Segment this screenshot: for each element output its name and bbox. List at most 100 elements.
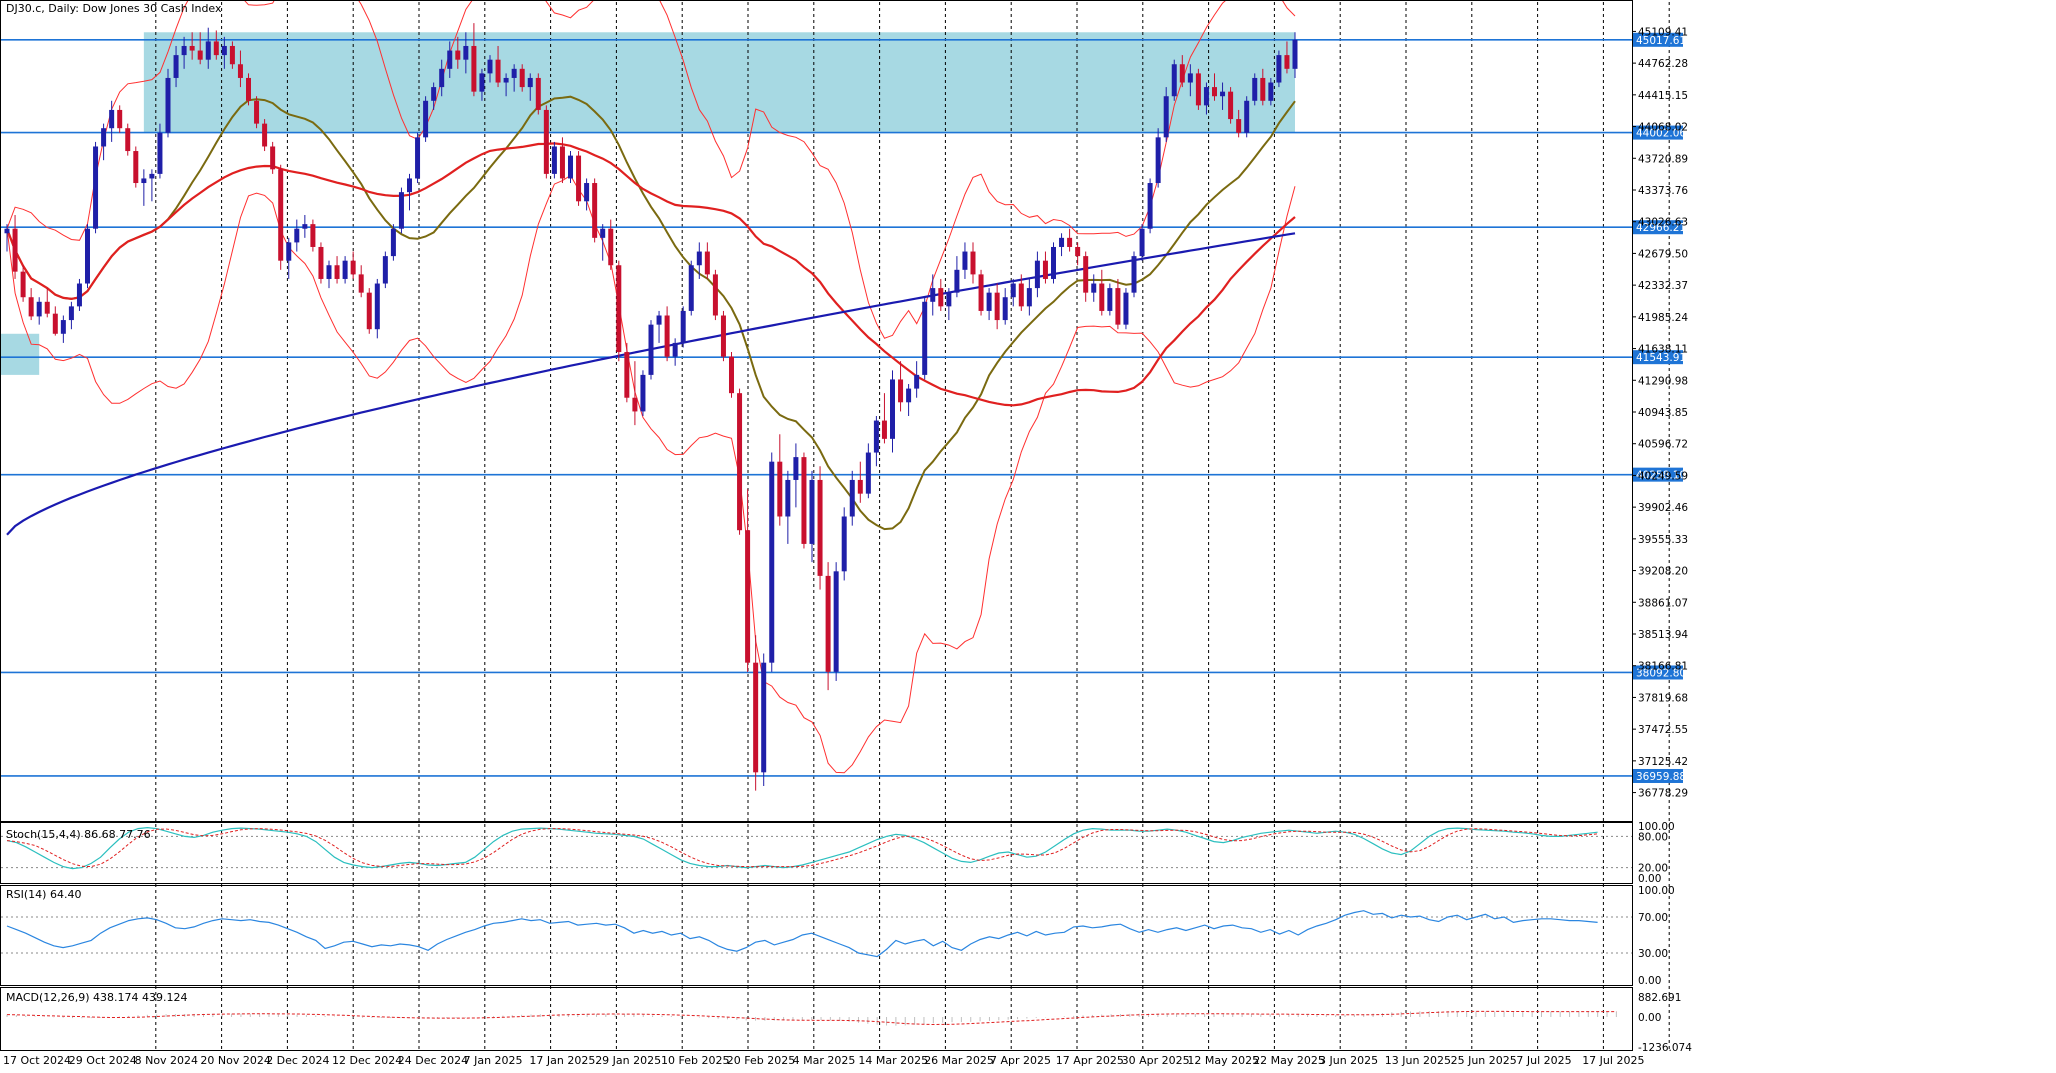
candle-body — [28, 297, 34, 317]
candle-body — [101, 128, 107, 147]
candle-body — [455, 50, 461, 60]
candle-body — [914, 374, 920, 389]
candle-body — [334, 265, 340, 279]
level-tag-label: 40258.10 — [1636, 470, 1686, 482]
candle-body — [189, 45, 195, 51]
rsi-tick-label: 30.00 — [1638, 948, 1668, 960]
macd-tick-label: 882.691 — [1638, 992, 1681, 1004]
date-label: 22 May 2025 — [1253, 1054, 1325, 1067]
candle-body — [125, 128, 131, 152]
price-tick-label: 43720.89 — [1638, 153, 1688, 165]
candle-body — [1131, 256, 1137, 293]
sma-fast-line — [6, 95, 1296, 531]
price-tick-label: 38513.94 — [1638, 629, 1688, 641]
candle-body — [20, 271, 26, 298]
date-label: 13 Jun 2025 — [1385, 1054, 1451, 1067]
candle-body — [624, 352, 630, 398]
candle-body — [1123, 292, 1129, 325]
price-tick-label: 36778.29 — [1638, 788, 1688, 800]
candle-body — [1187, 73, 1193, 83]
rsi-tick-label: 100.00 — [1638, 885, 1675, 897]
candle-body — [632, 397, 638, 412]
candle-body — [1075, 246, 1081, 257]
candle-body — [85, 228, 90, 284]
date-label: 12 May 2025 — [1187, 1054, 1259, 1067]
candle-body — [471, 45, 477, 92]
candle-body — [294, 228, 300, 243]
candle-body — [350, 260, 356, 275]
candle-body — [801, 457, 807, 544]
candle-body — [36, 301, 42, 317]
candle-body — [117, 109, 123, 129]
date-label: 3 Jun 2025 — [1319, 1054, 1378, 1067]
candle-body — [366, 292, 372, 330]
pane-frame — [0, 987, 1633, 1051]
candle-body — [753, 662, 759, 773]
price-tick-label: 39902.46 — [1638, 502, 1688, 514]
candle-body — [68, 306, 74, 321]
candle-body — [785, 479, 791, 517]
price-tick-label: 43026.63 — [1638, 217, 1688, 229]
candle-body — [1099, 283, 1105, 311]
candle-body — [4, 228, 10, 234]
candle-body — [221, 45, 227, 56]
date-label: 10 Feb 2025 — [661, 1054, 729, 1067]
candle-body — [704, 251, 710, 275]
date-label: 17 Jan 2025 — [529, 1054, 595, 1067]
candle-body — [390, 228, 396, 257]
candle-body — [640, 374, 646, 412]
date-label: 17 Oct 2024 — [3, 1054, 71, 1067]
candle-body — [1091, 283, 1097, 293]
candle-body — [382, 256, 388, 284]
resistance-zone — [143, 32, 1296, 133]
pane-frame — [0, 0, 1633, 822]
stoch-tick-label: 20.00 — [1638, 863, 1668, 875]
candle-body — [946, 292, 952, 307]
price-tick-label: 40943.85 — [1638, 407, 1688, 419]
candle-body — [712, 274, 718, 316]
candle-body — [656, 315, 662, 325]
date-label: 29 Jan 2025 — [595, 1054, 661, 1067]
level-tag — [1633, 220, 1683, 235]
candle-body — [165, 77, 171, 133]
macd-label: MACD(12,26,9) 438.174 439.124 — [6, 991, 188, 1004]
candle-body — [511, 68, 517, 78]
stoch-main-line — [6, 826, 1598, 870]
candle-body — [109, 109, 115, 129]
candle-body — [559, 146, 565, 179]
candle-body — [237, 64, 243, 78]
candle-body — [809, 479, 815, 544]
candle-body — [1284, 55, 1290, 69]
candle-body — [729, 356, 734, 394]
candle-body — [1059, 237, 1065, 247]
candle-body — [262, 123, 268, 147]
candle-body — [873, 420, 879, 453]
price-tick-label: 42332.37 — [1638, 280, 1688, 292]
candle-body — [978, 274, 984, 311]
candle-body — [568, 155, 573, 179]
level-tag-label: 44002.06 — [1636, 128, 1686, 140]
stoch-tick-label: 80.00 — [1638, 831, 1668, 843]
candle-body — [76, 283, 82, 307]
candle-body — [1147, 183, 1153, 229]
candle-body — [994, 292, 1000, 321]
candle-body — [229, 45, 235, 65]
date-label: 7 Jul 2025 — [1516, 1054, 1571, 1067]
price-tick-label: 44415.15 — [1638, 90, 1688, 102]
stoch-signal-line — [6, 828, 1598, 868]
candle-body — [1220, 91, 1226, 97]
price-tick-label: 37125.42 — [1638, 756, 1688, 768]
candle-body — [527, 77, 533, 88]
candle-body — [1163, 96, 1169, 138]
candle-body — [205, 41, 211, 60]
level-tag-label: 45017.61 — [1636, 35, 1686, 47]
candle-body — [463, 45, 469, 60]
candle-body — [141, 178, 147, 184]
candle-body — [986, 292, 992, 311]
candle-body — [93, 146, 99, 229]
candle-body — [576, 155, 582, 202]
candle-body — [680, 310, 686, 343]
candle-body — [181, 45, 187, 56]
